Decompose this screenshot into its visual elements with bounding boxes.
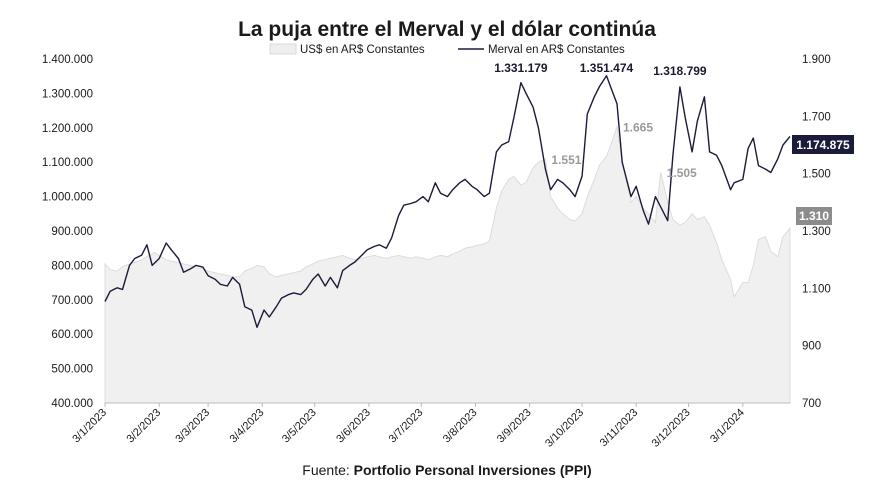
badge-usd-text: 1.310 (799, 209, 829, 223)
source-note: Fuente: Portfolio Personal Inversiones (… (302, 462, 591, 478)
right-tick-label: 1.700 (802, 111, 831, 123)
x-tick-label: 3/12/2023 (650, 407, 693, 450)
source-label: Fuente: (302, 462, 353, 478)
x-tick-label: 3/8/2023 (441, 407, 480, 446)
right-y-axis: 700 900 1.100 1.300 1.500 1.700 1.900 (802, 54, 831, 410)
last-value-usd-badge: 1.310 (796, 207, 832, 225)
badge-usd-bg (796, 207, 832, 225)
merval-line-series (104, 75, 791, 328)
x-tick-label: 3/9/2023 (495, 407, 534, 446)
left-tick-label: 1.400.000 (42, 54, 93, 66)
right-tick-label: 1.900 (802, 54, 831, 66)
x-axis: 3/1/2023 3/2/2023 3/3/2023 3/4/2023 3/5/2023… (70, 402, 790, 450)
right-tick-label: 1.300 (802, 226, 831, 238)
right-tick-label: 1.100 (802, 283, 831, 295)
left-y-axis: 400.000 500.000 600.000 700.000 800.000 900.0… (42, 54, 93, 410)
legend-label-merval: Merval en AR$ Constantes (488, 44, 625, 56)
annotation-label: 1.505 (667, 166, 697, 180)
x-tick-label: 3/1/2024 (708, 407, 747, 446)
left-tick-label: 500.000 (51, 364, 93, 376)
x-tick-label: 3/1/2023 (70, 407, 109, 446)
left-tick-label: 800.000 (51, 260, 93, 272)
usd-area-path (104, 126, 791, 404)
last-value-merval-badge: 1.174.875 (792, 135, 854, 154)
legend-label-usd: US$ en AR$ Constantes (300, 44, 425, 56)
left-tick-label: 1.200.000 (42, 123, 93, 135)
left-tick-label: 1.000.000 (42, 192, 93, 204)
left-tick-label: 700.000 (51, 295, 93, 307)
x-tick-label: 3/4/2023 (228, 407, 267, 446)
x-tick-label: 3/3/2023 (173, 407, 212, 446)
right-tick-label: 700 (802, 398, 821, 410)
badge-merval-text: 1.174.875 (796, 138, 850, 152)
source-name: Portfolio Personal Inversiones (PPI) (354, 462, 592, 478)
legend: US$ en AR$ Constantes Merval en AR$ Cons… (269, 43, 625, 56)
annotations: 1.331.179 1.351.474 1.318.799 1.551 1.665 1.5… (494, 61, 707, 180)
annotation-label: 1.318.799 (653, 64, 707, 78)
badge-merval-bg (792, 135, 854, 154)
left-tick-label: 400.000 (51, 398, 93, 410)
annotation-label: 1.351.474 (580, 61, 634, 75)
x-tick-label: 3/7/2023 (387, 407, 426, 446)
left-tick-label: 600.000 (51, 329, 93, 341)
left-tick-label: 1.100.000 (42, 157, 93, 169)
x-tick-label: 3/2/2023 (125, 407, 164, 446)
x-tick-label: 3/11/2023 (598, 407, 641, 450)
annotation-label: 1.331.179 (494, 61, 548, 75)
chart-title: La puja entre el Merval y el dólar conti… (238, 18, 656, 41)
x-tick-label: 3/10/2023 (543, 407, 586, 450)
legend-swatch-usd (269, 43, 297, 55)
annotation-label: 1.551 (551, 153, 581, 167)
left-tick-label: 1.300.000 (42, 88, 93, 100)
annotation-label: 1.665 (623, 120, 653, 134)
usd-area-series (104, 126, 791, 404)
x-tick-label: 3/6/2023 (334, 407, 373, 446)
x-tick-label: 3/5/2023 (280, 407, 319, 446)
right-tick-label: 900 (802, 341, 821, 353)
merval-line-path (104, 75, 791, 328)
right-tick-label: 1.500 (802, 169, 831, 181)
left-tick-label: 900.000 (51, 226, 93, 238)
